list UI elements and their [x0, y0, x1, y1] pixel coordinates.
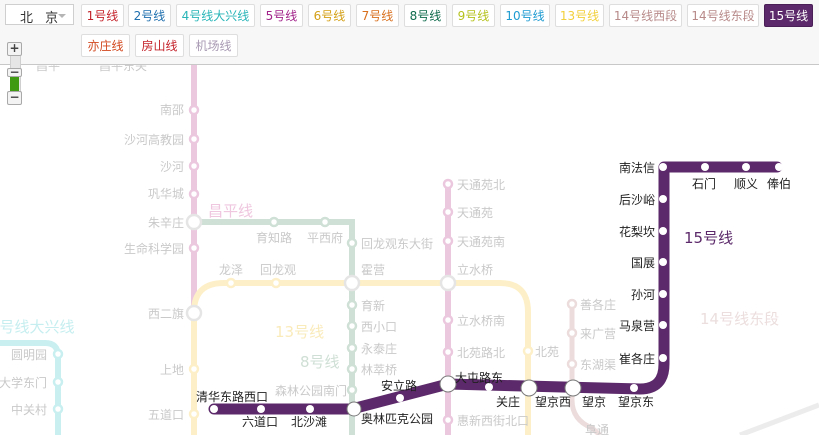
label-line-4: 4号线大兴线 — [0, 318, 75, 336]
svg-text:关庄: 关庄 — [496, 394, 520, 409]
faint-stations — [52, 104, 578, 426]
svg-text:北苑: 北苑 — [535, 345, 559, 359]
zoom-in-button[interactable]: + — [7, 42, 22, 56]
svg-text:石门: 石门 — [692, 176, 716, 191]
line-button-5[interactable]: 5号线 — [260, 4, 303, 27]
svg-text:望京东: 望京东 — [618, 395, 654, 409]
line-button-14-east[interactable]: 14号线东段 — [687, 4, 759, 27]
svg-text:朱辛庄: 朱辛庄 — [148, 215, 184, 230]
line-15-stations[interactable] — [210, 163, 783, 417]
svg-text:孙河: 孙河 — [631, 288, 655, 302]
label-line-13: 13号线 — [275, 323, 324, 341]
line-15-station-labels: 清华东路西口 六道口 北沙滩 奥林匹克公园 安立路 大屯路东 关庄 望京西 望京… — [196, 160, 791, 429]
airport-line-fragment — [739, 402, 819, 435]
svg-text:北苑路北: 北苑路北 — [457, 345, 505, 360]
line-button-7[interactable]: 7号线 — [356, 4, 399, 27]
svg-text:西小口: 西小口 — [361, 320, 397, 334]
svg-text:南邵: 南邵 — [160, 102, 184, 117]
line-14-east — [569, 300, 602, 435]
svg-text:林萃桥: 林萃桥 — [361, 363, 397, 377]
svg-text:中关村: 中关村 — [11, 402, 47, 417]
svg-text:善各庄: 善各庄 — [580, 297, 616, 312]
svg-text:顺义: 顺义 — [734, 177, 758, 191]
svg-text:惠新西街北口: 惠新西街北口 — [457, 413, 529, 428]
line-button-yizhuang[interactable]: 亦庄线 — [81, 34, 130, 57]
line-button-8[interactable]: 8号线 — [404, 4, 447, 27]
line-button-15[interactable]: 15号线 — [764, 4, 813, 27]
line-button-9[interactable]: 9号线 — [452, 4, 495, 27]
svg-text:育知路: 育知路 — [256, 230, 292, 245]
line-button-2[interactable]: 2号线 — [128, 4, 171, 27]
svg-text:生命科学园: 生命科学园 — [124, 241, 184, 256]
svg-text:阜通: 阜通 — [585, 423, 609, 435]
city-select-value: 北 京 — [20, 11, 63, 26]
zoom-level-indicator — [10, 77, 19, 91]
minus-icon: − — [9, 90, 20, 104]
svg-text:沙河高教园: 沙河高教园 — [124, 132, 184, 147]
line-button-10[interactable]: 10号线 — [500, 4, 550, 27]
svg-text:后沙峪: 后沙峪 — [619, 193, 655, 207]
label-changping-line: 昌平线 — [208, 202, 253, 220]
svg-text:国展: 国展 — [631, 256, 655, 270]
handle-grip-icon: − — [9, 65, 20, 79]
svg-text:马泉营: 马泉营 — [619, 319, 655, 333]
label-line-14-east: 14号线东段 — [700, 310, 779, 328]
svg-text:南法信: 南法信 — [619, 160, 655, 175]
svg-text:圆明园: 圆明园 — [11, 348, 47, 362]
svg-text:崔各庄: 崔各庄 — [619, 351, 655, 366]
svg-text:望京西: 望京西 — [535, 395, 571, 409]
line-button-fangshan[interactable]: 房山线 — [135, 34, 184, 57]
svg-text:永泰庄: 永泰庄 — [361, 341, 397, 356]
chevron-down-icon — [58, 14, 66, 18]
svg-text:来广营: 来广营 — [580, 327, 616, 341]
svg-text:育新: 育新 — [361, 298, 385, 313]
plus-icon: + — [9, 41, 20, 55]
svg-text:望京: 望京 — [582, 395, 606, 409]
svg-text:霍营: 霍营 — [361, 263, 385, 277]
svg-text:回龙观东大街: 回龙观东大街 — [361, 237, 433, 251]
svg-text:六道口: 六道口 — [242, 415, 278, 429]
svg-text:俸伯: 俸伯 — [767, 176, 791, 191]
line-button-14-west[interactable]: 14号线西段 — [609, 4, 682, 27]
svg-text:天通苑北: 天通苑北 — [457, 178, 505, 192]
svg-text:平西府: 平西府 — [307, 230, 343, 245]
svg-text:西二旗: 西二旗 — [148, 306, 184, 321]
label-line-15: 15号线 — [684, 229, 733, 247]
svg-text:五道口: 五道口 — [148, 408, 184, 422]
svg-text:龙泽: 龙泽 — [219, 263, 243, 277]
svg-text:上地: 上地 — [160, 363, 184, 377]
svg-text:天通苑南: 天通苑南 — [457, 234, 505, 249]
svg-text:森林公园南门: 森林公园南门 — [275, 383, 347, 398]
line-13 — [191, 280, 531, 435]
svg-text:奥林匹克公园: 奥林匹克公园 — [361, 412, 433, 426]
zoom-out-button[interactable]: − — [7, 91, 22, 105]
svg-text:北沙滩: 北沙滩 — [291, 415, 327, 429]
line-button-airport[interactable]: 机场线 — [189, 34, 238, 57]
zoom-slider-handle[interactable]: − — [7, 65, 22, 79]
svg-text:天通苑: 天通苑 — [457, 206, 493, 220]
label-line-8: 8号线 — [300, 353, 340, 371]
line-button-4-daxing[interactable]: 4号线大兴线 — [176, 4, 255, 27]
line-button-6[interactable]: 6号线 — [308, 4, 351, 27]
svg-text:立水桥南: 立水桥南 — [457, 313, 505, 328]
svg-text:巩华城: 巩华城 — [148, 187, 184, 201]
svg-text:安立路: 安立路 — [381, 378, 417, 393]
line-button-1[interactable]: 1号线 — [81, 4, 124, 27]
svg-text:大屯路东: 大屯路东 — [455, 370, 503, 385]
svg-text:立水桥: 立水桥 — [457, 262, 493, 277]
line-15-path[interactable] — [208, 161, 783, 415]
line-selector-bar: 北 京 1号线 2号线 4号线大兴线 5号线 6号线 7号线 8号线 9号线 1… — [0, 0, 819, 65]
svg-text:东湖渠: 东湖渠 — [580, 357, 616, 372]
line-button-13[interactable]: 13号线 — [555, 4, 604, 27]
svg-text:花梨坎: 花梨坎 — [619, 224, 655, 239]
city-select[interactable]: 北 京 — [5, 4, 74, 26]
svg-text:北京大学东门: 北京大学东门 — [0, 375, 47, 390]
svg-text:沙河: 沙河 — [160, 160, 184, 174]
faint-station-labels: 昌平 昌平东关 南邵 沙河高教园 沙河 巩华城 朱辛庄 生命科学园 西二旗 上地… — [0, 59, 616, 435]
svg-text:清华东路西口: 清华东路西口 — [196, 389, 268, 404]
svg-text:回龙观: 回龙观 — [260, 263, 296, 277]
